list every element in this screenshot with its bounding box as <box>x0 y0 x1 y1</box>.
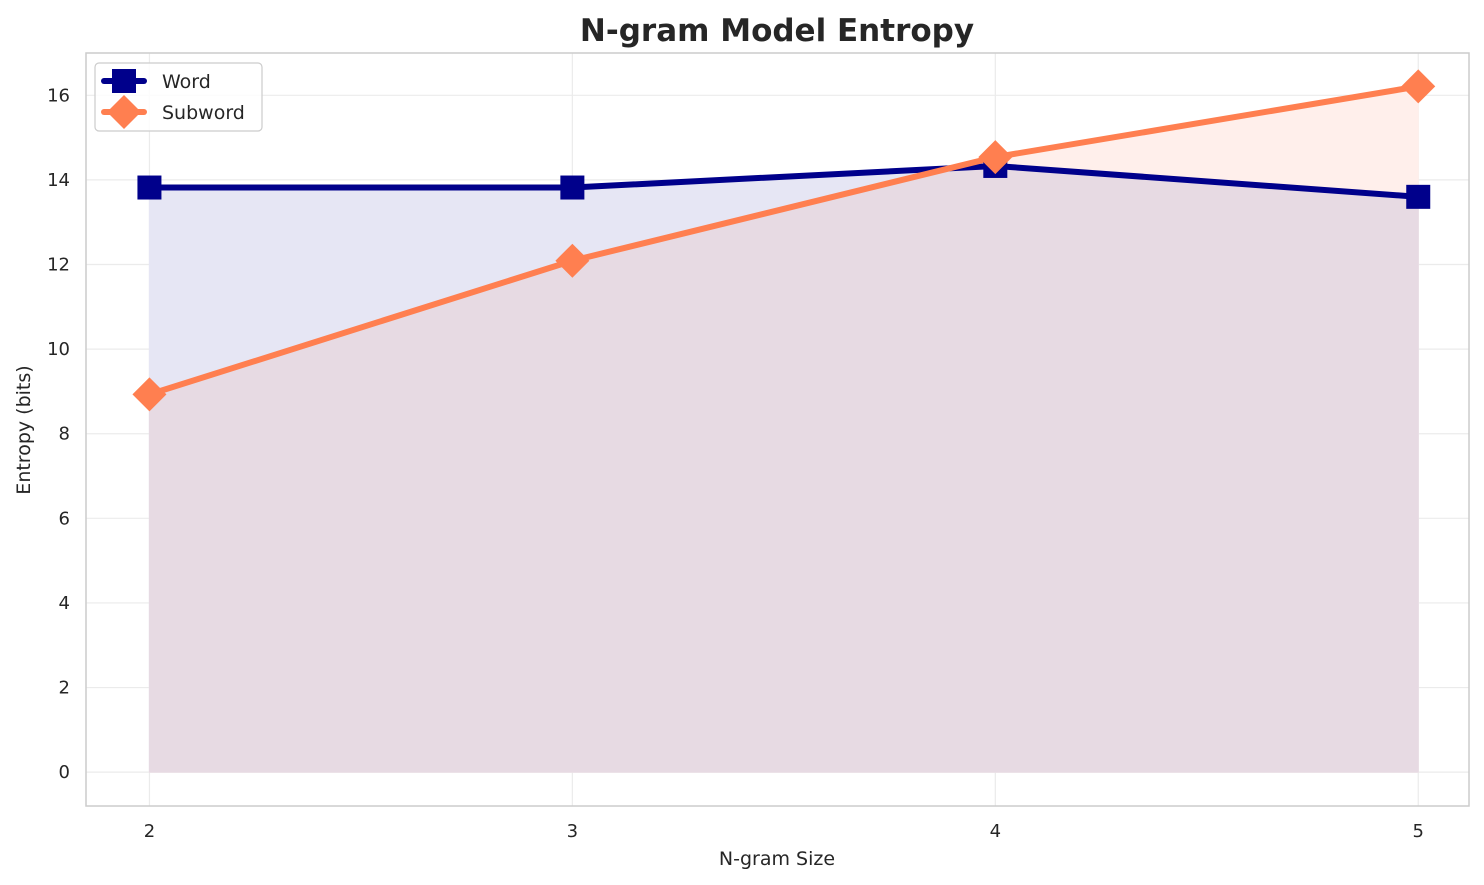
area-fills <box>148 85 1419 773</box>
y-tick-label: 8 <box>59 424 70 445</box>
legend-label-word: Word <box>162 71 211 93</box>
data-point-subword <box>1401 69 1436 104</box>
y-tick-label: 6 <box>59 508 70 529</box>
y-tick-label: 10 <box>47 339 70 360</box>
legend-marker-word <box>112 69 136 93</box>
x-tick-label: 2 <box>144 821 155 842</box>
y-tick-label: 14 <box>47 170 70 191</box>
x-tick-label: 4 <box>990 821 1001 842</box>
plot-area <box>85 52 1470 807</box>
x-tick-label: 5 <box>1413 821 1424 842</box>
series-line-subword <box>146 83 1422 398</box>
legend-label-subword: Subword <box>162 102 245 124</box>
data-point-word <box>1406 184 1431 209</box>
legend-marker-subword <box>107 95 141 129</box>
data-point-subword <box>555 243 590 278</box>
series-line-word <box>146 162 1422 200</box>
y-axis-label: Entropy (bits) <box>13 365 35 494</box>
y-tick-label: 2 <box>59 678 70 699</box>
data-point-subword <box>978 140 1013 175</box>
y-tick-label: 12 <box>47 255 70 276</box>
y-tick-label: 16 <box>47 85 70 106</box>
series-markers <box>132 69 1436 412</box>
data-point-word <box>560 175 585 200</box>
x-axis-ticks: 2 3 4 5 <box>144 821 1424 842</box>
plot-frame <box>85 52 1470 807</box>
data-point-subword <box>132 377 167 412</box>
y-tick-label: 0 <box>59 762 70 783</box>
x-tick-label: 3 <box>567 821 578 842</box>
legend: Word Subword <box>94 62 263 132</box>
y-tick-label: 4 <box>59 593 70 614</box>
x-axis-label: N-gram Size <box>719 848 835 870</box>
data-point-word <box>137 175 162 200</box>
series-lines <box>146 83 1422 398</box>
chart-title: N-gram Model Entropy <box>580 13 974 49</box>
y-axis-ticks: 0 2 4 6 8 10 12 14 16 <box>47 85 70 783</box>
